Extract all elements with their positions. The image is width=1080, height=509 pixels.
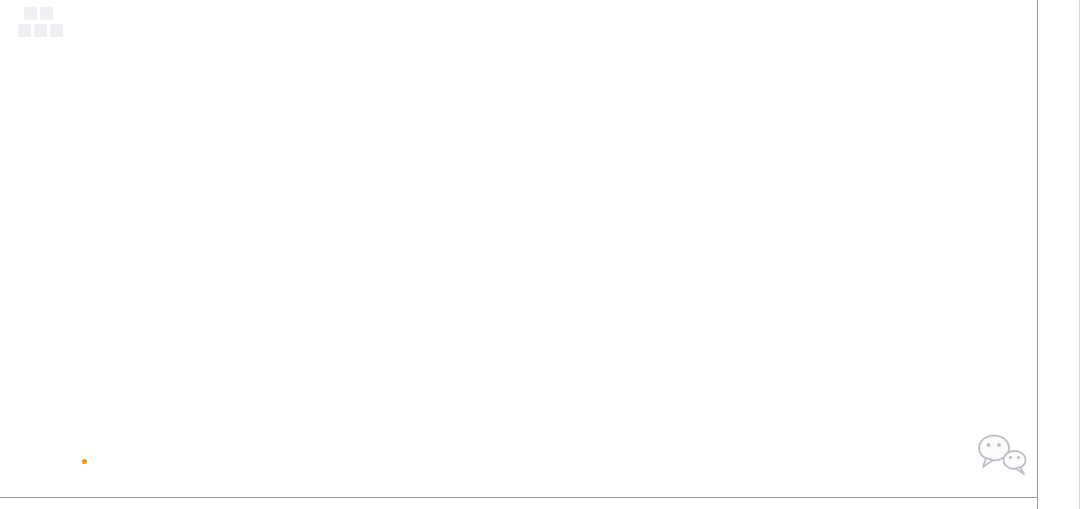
eye-icon[interactable] xyxy=(18,24,31,37)
legend-row-usdhkd xyxy=(8,24,102,37)
wechat-watermark xyxy=(976,432,1040,478)
logo-orange-dot-icon xyxy=(82,459,87,464)
chart-legend xyxy=(8,7,102,37)
last-price-badge-usdhkd xyxy=(1038,0,1080,15)
eye-icon[interactable] xyxy=(24,7,37,20)
wechat-icon xyxy=(978,434,1027,475)
settings-icon[interactable] xyxy=(40,7,53,20)
close-icon[interactable] xyxy=(50,24,63,37)
price-axis[interactable] xyxy=(1037,0,1080,509)
settings-icon[interactable] xyxy=(34,24,47,37)
time-axis[interactable] xyxy=(0,497,1037,509)
legend-row-dxy xyxy=(8,7,102,20)
